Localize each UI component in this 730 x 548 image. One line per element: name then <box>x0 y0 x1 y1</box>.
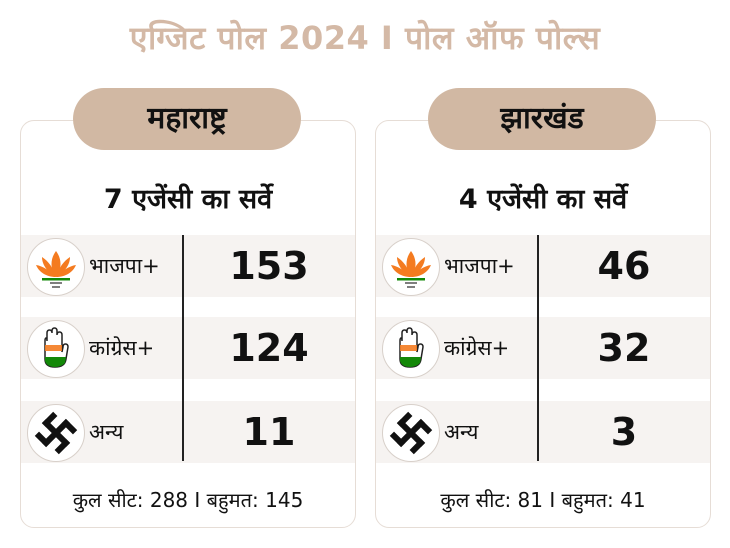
panel-maharashtra: 7 एजेंसी का सर्वे भाजपा+ 153 कांग्रेस+ <box>20 120 356 528</box>
party-name: भाजपा+ <box>89 254 160 278</box>
survey-heading: 7 एजेंसी का सर्वे <box>103 184 273 215</box>
party-name: कांग्रेस+ <box>444 336 510 360</box>
party-name: अन्य <box>89 420 124 444</box>
panel-footer: कुल सीट: 81 I बहुमत: 41 <box>440 488 646 512</box>
lotus-icon <box>27 238 85 296</box>
party-row-bjp: भाजपा+ 153 <box>21 235 355 297</box>
seat-count: 124 <box>229 326 309 370</box>
panel-jharkhand: 4 एजेंसी का सर्वे भाजपा+ 46 कांग्रेस+ <box>375 120 711 528</box>
party-row-congress: कांग्रेस+ 124 <box>21 317 355 379</box>
seat-count: 3 <box>610 410 638 454</box>
hand-icon <box>382 320 440 378</box>
party-row-bjp: भाजपा+ 46 <box>376 235 710 297</box>
party-name: भाजपा+ <box>444 254 515 278</box>
party-name: अन्य <box>444 420 479 444</box>
party-row-congress: कांग्रेस+ 32 <box>376 317 710 379</box>
seat-count: 11 <box>242 410 296 454</box>
swastika-icon <box>27 404 85 462</box>
column-divider <box>182 235 184 461</box>
seat-count: 46 <box>597 244 651 288</box>
hand-icon <box>27 320 85 378</box>
lotus-icon <box>382 238 440 296</box>
state-pill-maharashtra: महाराष्ट्र <box>73 88 301 150</box>
state-pill-jharkhand: झारखंड <box>428 88 656 150</box>
survey-heading: 4 एजेंसी का सर्वे <box>458 184 628 215</box>
seat-count: 153 <box>229 244 309 288</box>
party-row-others: अन्य 3 <box>376 401 710 463</box>
party-row-others: अन्य 11 <box>21 401 355 463</box>
seat-count: 32 <box>597 326 651 370</box>
party-name: कांग्रेस+ <box>89 336 155 360</box>
swastika-icon <box>382 404 440 462</box>
panel-footer: कुल सीट: 288 I बहुमत: 145 <box>72 488 304 512</box>
column-divider <box>537 235 539 461</box>
page-title: एग्जिट पोल 2024 I पोल ऑफ पोल्स <box>129 19 601 57</box>
